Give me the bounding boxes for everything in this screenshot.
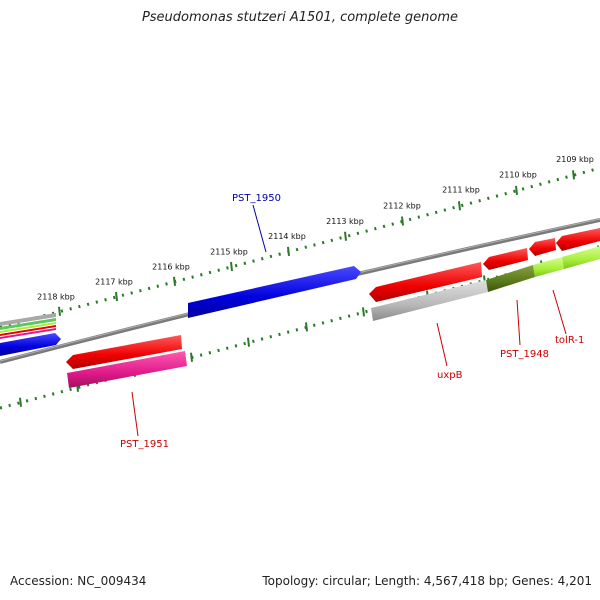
gene-pst1948-olive-block	[486, 265, 535, 292]
topology-label: Topology: circular; Length: 4,567,418 bp…	[262, 574, 592, 588]
outer-ruler-tick	[572, 170, 575, 180]
gene-uxpB-arrow	[369, 262, 482, 302]
outer-ruler	[0, 166, 600, 329]
label-line-tolR1	[552, 289, 567, 335]
label-line-pst1951	[131, 391, 139, 437]
inner-ruler-tick	[19, 397, 22, 407]
outer-ruler-tick	[344, 231, 347, 241]
gene-next-lime-block	[562, 246, 600, 269]
partial-feature-blue	[0, 333, 61, 356]
gene-pst1951-forward-arrow	[66, 335, 182, 369]
outer-ruler-tick	[115, 291, 118, 302]
partial-feature-magenta	[0, 328, 56, 339]
gene-pst1948-arrow	[483, 248, 528, 270]
ruler-tick-label: 2113 kbp	[326, 217, 364, 226]
outer-ruler-labels: 2109 kbp 2110 kbp 2111 kbp 2112 kbp 2113 kbp…	[37, 155, 594, 302]
gene-tolR1-lime-block	[533, 257, 564, 277]
outer-ruler-tick	[58, 306, 61, 316]
outer-ruler-tick	[230, 261, 233, 272]
ruler-tick-label: 2110 kbp	[499, 170, 537, 179]
label-line-pst1950	[252, 204, 267, 253]
gene-pst1950-arrow	[188, 266, 361, 318]
left-partial-features	[0, 313, 56, 339]
gene-next-arrow	[556, 228, 600, 251]
outer-ruler-tick	[401, 216, 404, 226]
partial-feature-red	[0, 325, 56, 336]
inner-ruler-tick	[247, 337, 250, 347]
label-line-uxpB	[436, 322, 448, 367]
label-line-pst1948	[516, 299, 521, 346]
partial-feature-green	[0, 318, 56, 330]
gene-uxpB-gray-block	[371, 280, 488, 321]
ruler-tick-label: 2111 kbp	[442, 186, 480, 195]
outer-ruler-tick	[515, 185, 518, 195]
ruler-tick-label: 2118 kbp	[37, 293, 75, 302]
ruler-tick-label: 2117 kbp	[95, 278, 133, 287]
ruler-tick-label: 2116 kbp	[152, 263, 190, 272]
gene-pst1951-magenta-block	[67, 351, 187, 388]
gene-label-pst1951: PST_1951	[120, 439, 169, 450]
outer-ruler-tick	[173, 276, 176, 287]
gene-label-pst1948: PST_1948	[500, 349, 549, 360]
ruler-tick-label: 2114 kbp	[268, 232, 306, 241]
inner-ruler-tick	[362, 307, 365, 317]
gene-tolR1-arrow	[529, 238, 556, 256]
outer-ruler-tick	[287, 246, 290, 257]
partial-feature-lime	[0, 322, 56, 333]
ruler-tick-label: 2115 kbp	[210, 247, 248, 256]
outer-ruler-ticks	[58, 170, 575, 316]
outer-ruler-tick	[458, 201, 461, 211]
inner-ruler-tick	[190, 352, 193, 362]
inner-ruler-ticks	[19, 245, 600, 407]
gene-label-pst1950: PST_1950	[232, 193, 281, 204]
ruler-tick-label: 2112 kbp	[383, 202, 421, 211]
gene-label-tolR1: tolR-1	[555, 335, 584, 346]
partial-feature-gray	[0, 313, 56, 326]
inner-ruler-tick	[305, 322, 308, 332]
ruler-tick-label: 2109 kbp	[556, 155, 594, 164]
accession-label: Accession: NC_009434	[10, 574, 147, 588]
genome-title: Pseudomonas stutzeri A1501, complete gen…	[141, 10, 459, 25]
outer-ruler-dots	[0, 166, 600, 329]
gene-label-uxpB: uxpB	[437, 370, 463, 381]
